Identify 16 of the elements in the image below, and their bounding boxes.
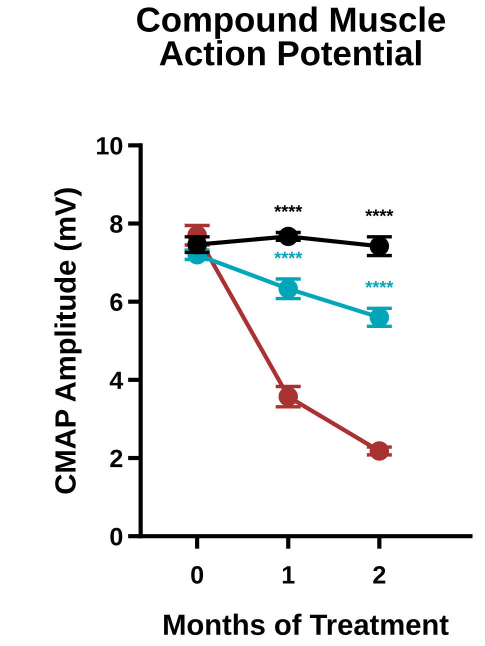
- y-tick-label: 10: [97, 136, 122, 155]
- x-axis-title: Months of Treatment: [164, 614, 449, 636]
- chart-title: Compound Muscle Action Potential: [137, 6, 446, 66]
- annotation: ****: [274, 205, 302, 212]
- y-tick-label: 8: [110, 215, 123, 233]
- annotation: ****: [274, 252, 302, 258]
- x-tick-label: 0: [191, 566, 204, 584]
- y-tick-label: 4: [110, 372, 124, 389]
- y-axis-title: CMAP Amplitude (mV): [54, 188, 82, 494]
- y-tick-label: 6: [110, 293, 122, 311]
- annotation: ****: [365, 281, 394, 288]
- y-tick-label: 0: [110, 528, 122, 546]
- y-tick-label: 2: [110, 450, 122, 468]
- x-tick-label: 2: [373, 566, 386, 584]
- x-tick-label: 1: [282, 566, 294, 584]
- annotation: ****: [365, 210, 394, 216]
